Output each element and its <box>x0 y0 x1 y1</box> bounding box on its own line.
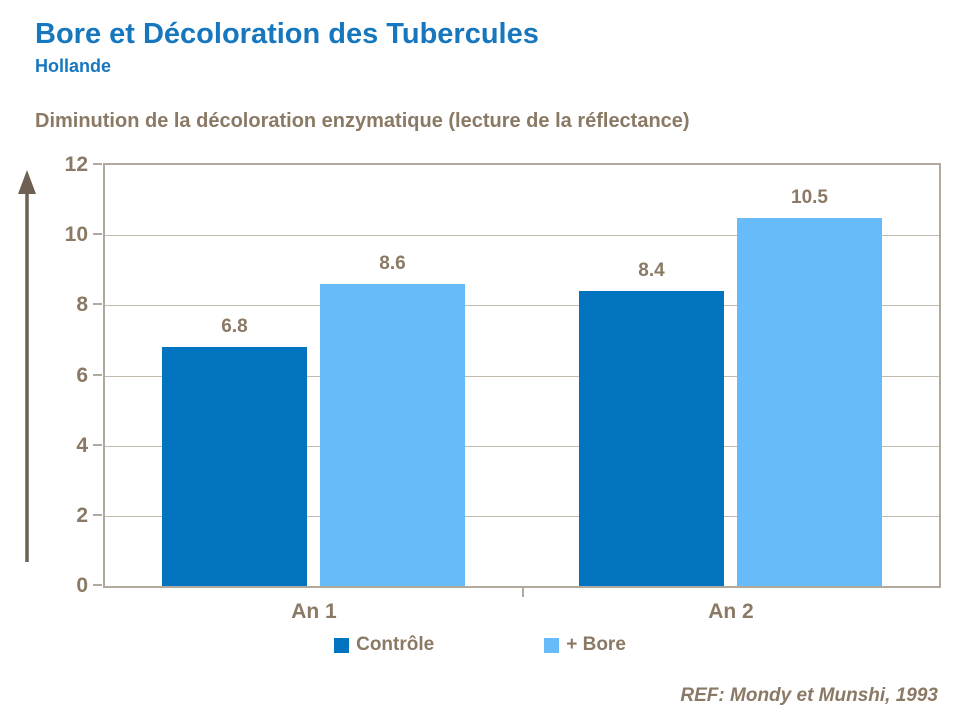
gridline-y-6 <box>105 376 939 377</box>
x-axis-label-an-2: An 2 <box>708 600 754 623</box>
y-axis-tick-label-8: 8 <box>76 293 88 316</box>
chart-legend: Contrôle + Bore <box>0 634 960 656</box>
bar-contrle-an-1 <box>162 347 307 586</box>
y-axis-tick-label-2: 2 <box>76 504 88 527</box>
x-axis-tick <box>522 588 524 597</box>
bar-bore-an-1 <box>320 284 465 586</box>
legend-label: Contrôle <box>356 634 435 655</box>
reference-note: REF: Mondy et Munshi, 1993 <box>680 685 938 706</box>
legend-item-bore: + Bore <box>544 634 626 656</box>
y-axis-tick-label-0: 0 <box>76 574 88 597</box>
bar-contrle-an-2 <box>579 291 724 586</box>
y-axis-up-arrow-icon <box>18 170 36 562</box>
y-axis-tick-0 <box>93 584 102 586</box>
y-axis-tick-6 <box>93 374 102 376</box>
y-axis-tick-12 <box>93 163 102 165</box>
y-axis-tick-4 <box>93 444 102 446</box>
x-axis-label-an-1: An 1 <box>291 600 337 623</box>
y-axis-tick-label-6: 6 <box>76 364 88 387</box>
page-title: Bore et Décoloration des Tubercules <box>35 18 539 50</box>
y-axis-tick-label-4: 4 <box>76 434 88 457</box>
y-axis-tick-label-10: 10 <box>64 223 88 246</box>
bar-value-label: 10.5 <box>791 187 828 208</box>
legend-label: + Bore <box>566 634 626 655</box>
gridline-y-2 <box>105 516 939 517</box>
chart-title: Diminution de la décoloration enzymatiqu… <box>35 110 690 132</box>
legend-item-contrle: Contrôle <box>334 634 434 656</box>
y-axis-tick-10 <box>93 233 102 235</box>
bar-value-label: 8.4 <box>638 260 665 281</box>
legend-swatch-icon <box>334 637 350 653</box>
y-axis-tick-8 <box>93 303 102 305</box>
page-subtitle: Hollande <box>35 56 112 76</box>
legend-swatch-icon <box>544 637 560 653</box>
gridline-y-8 <box>105 305 939 306</box>
gridline-y-4 <box>105 446 939 447</box>
gridline-y-10 <box>105 235 939 236</box>
plot-area: 6.8 8.6 8.4 10.5 <box>103 163 941 588</box>
bar-value-label: 6.8 <box>221 316 248 337</box>
y-axis-tick-2 <box>93 514 102 516</box>
y-axis-tick-label-12: 12 <box>64 153 88 176</box>
bar-bore-an-2 <box>737 218 882 586</box>
bar-value-label: 8.6 <box>379 253 406 274</box>
